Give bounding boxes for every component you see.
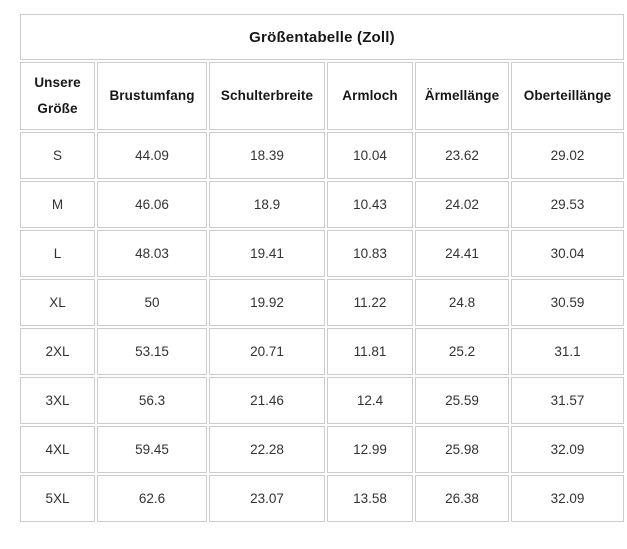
header-row: Unsere Größe Brustumfang Schulterbreite Arm… bbox=[20, 62, 625, 130]
measurement-cell: 31.57 bbox=[511, 377, 625, 424]
measurement-cell: 25.59 bbox=[415, 377, 509, 424]
measurement-cell: 24.02 bbox=[415, 181, 509, 228]
size-label-cell: XL bbox=[20, 279, 95, 326]
measurement-cell: 11.22 bbox=[327, 279, 413, 326]
measurement-cell: 18.39 bbox=[209, 132, 325, 179]
column-header-2: Schulterbreite bbox=[209, 62, 325, 130]
measurement-cell: 19.41 bbox=[209, 230, 325, 277]
measurement-cell: 25.2 bbox=[415, 328, 509, 375]
size-row-M: M 46.06 18.9 10.43 24.02 29.53 bbox=[20, 181, 625, 228]
measurement-cell: 12.99 bbox=[327, 426, 413, 473]
measurement-cell: 50 bbox=[97, 279, 207, 326]
measurement-cell: 53.15 bbox=[97, 328, 207, 375]
column-header-0: Unsere Größe bbox=[20, 62, 95, 130]
measurement-cell: 31.1 bbox=[511, 328, 625, 375]
column-header-3: Armloch bbox=[327, 62, 413, 130]
size-chart-table: Größentabelle (Zoll) Unsere Größe Brustum… bbox=[18, 12, 626, 524]
size-label-cell: S bbox=[20, 132, 95, 179]
column-header-1: Brustumfang bbox=[97, 62, 207, 130]
measurement-cell: 10.04 bbox=[327, 132, 413, 179]
measurement-cell: 23.62 bbox=[415, 132, 509, 179]
measurement-cell: 32.09 bbox=[511, 426, 625, 473]
measurement-cell: 44.09 bbox=[97, 132, 207, 179]
measurement-cell: 20.71 bbox=[209, 328, 325, 375]
size-label-cell: 3XL bbox=[20, 377, 95, 424]
column-header-4: Ärmellänge bbox=[415, 62, 509, 130]
measurement-cell: 62.6 bbox=[97, 475, 207, 522]
measurement-cell: 26.38 bbox=[415, 475, 509, 522]
table-title: Größentabelle (Zoll) bbox=[20, 14, 625, 60]
measurement-cell: 13.58 bbox=[327, 475, 413, 522]
table-body: S 44.09 18.39 10.04 23.62 29.02 M 46.06 18.9 10.4… bbox=[20, 132, 625, 522]
size-label-cell: L bbox=[20, 230, 95, 277]
measurement-cell: 29.02 bbox=[511, 132, 625, 179]
measurement-cell: 24.41 bbox=[415, 230, 509, 277]
size-row-4XL: 4XL 59.45 22.28 12.99 25.98 32.09 bbox=[20, 426, 625, 473]
size-row-5XL: 5XL 62.6 23.07 13.58 26.38 32.09 bbox=[20, 475, 625, 522]
measurement-cell: 21.46 bbox=[209, 377, 325, 424]
measurement-cell: 32.09 bbox=[511, 475, 625, 522]
measurement-cell: 30.04 bbox=[511, 230, 625, 277]
size-label-cell: 4XL bbox=[20, 426, 95, 473]
measurement-cell: 12.4 bbox=[327, 377, 413, 424]
size-row-L: L 48.03 19.41 10.83 24.41 30.04 bbox=[20, 230, 625, 277]
measurement-cell: 46.06 bbox=[97, 181, 207, 228]
measurement-cell: 23.07 bbox=[209, 475, 325, 522]
size-row-XL: XL 50 19.92 11.22 24.8 30.59 bbox=[20, 279, 625, 326]
measurement-cell: 10.43 bbox=[327, 181, 413, 228]
size-label-cell: 5XL bbox=[20, 475, 95, 522]
measurement-cell: 29.53 bbox=[511, 181, 625, 228]
measurement-cell: 19.92 bbox=[209, 279, 325, 326]
measurement-cell: 24.8 bbox=[415, 279, 509, 326]
size-row-3XL: 3XL 56.3 21.46 12.4 25.59 31.57 bbox=[20, 377, 625, 424]
measurement-cell: 25.98 bbox=[415, 426, 509, 473]
measurement-cell: 48.03 bbox=[97, 230, 207, 277]
measurement-cell: 10.83 bbox=[327, 230, 413, 277]
measurement-cell: 18.9 bbox=[209, 181, 325, 228]
size-row-S: S 44.09 18.39 10.04 23.62 29.02 bbox=[20, 132, 625, 179]
measurement-cell: 11.81 bbox=[327, 328, 413, 375]
size-row-2XL: 2XL 53.15 20.71 11.81 25.2 31.1 bbox=[20, 328, 625, 375]
size-label-cell: 2XL bbox=[20, 328, 95, 375]
measurement-cell: 56.3 bbox=[97, 377, 207, 424]
measurement-cell: 59.45 bbox=[97, 426, 207, 473]
size-label-cell: M bbox=[20, 181, 95, 228]
measurement-cell: 30.59 bbox=[511, 279, 625, 326]
title-row: Größentabelle (Zoll) bbox=[20, 14, 625, 60]
column-header-5: Oberteillänge bbox=[511, 62, 625, 130]
measurement-cell: 22.28 bbox=[209, 426, 325, 473]
